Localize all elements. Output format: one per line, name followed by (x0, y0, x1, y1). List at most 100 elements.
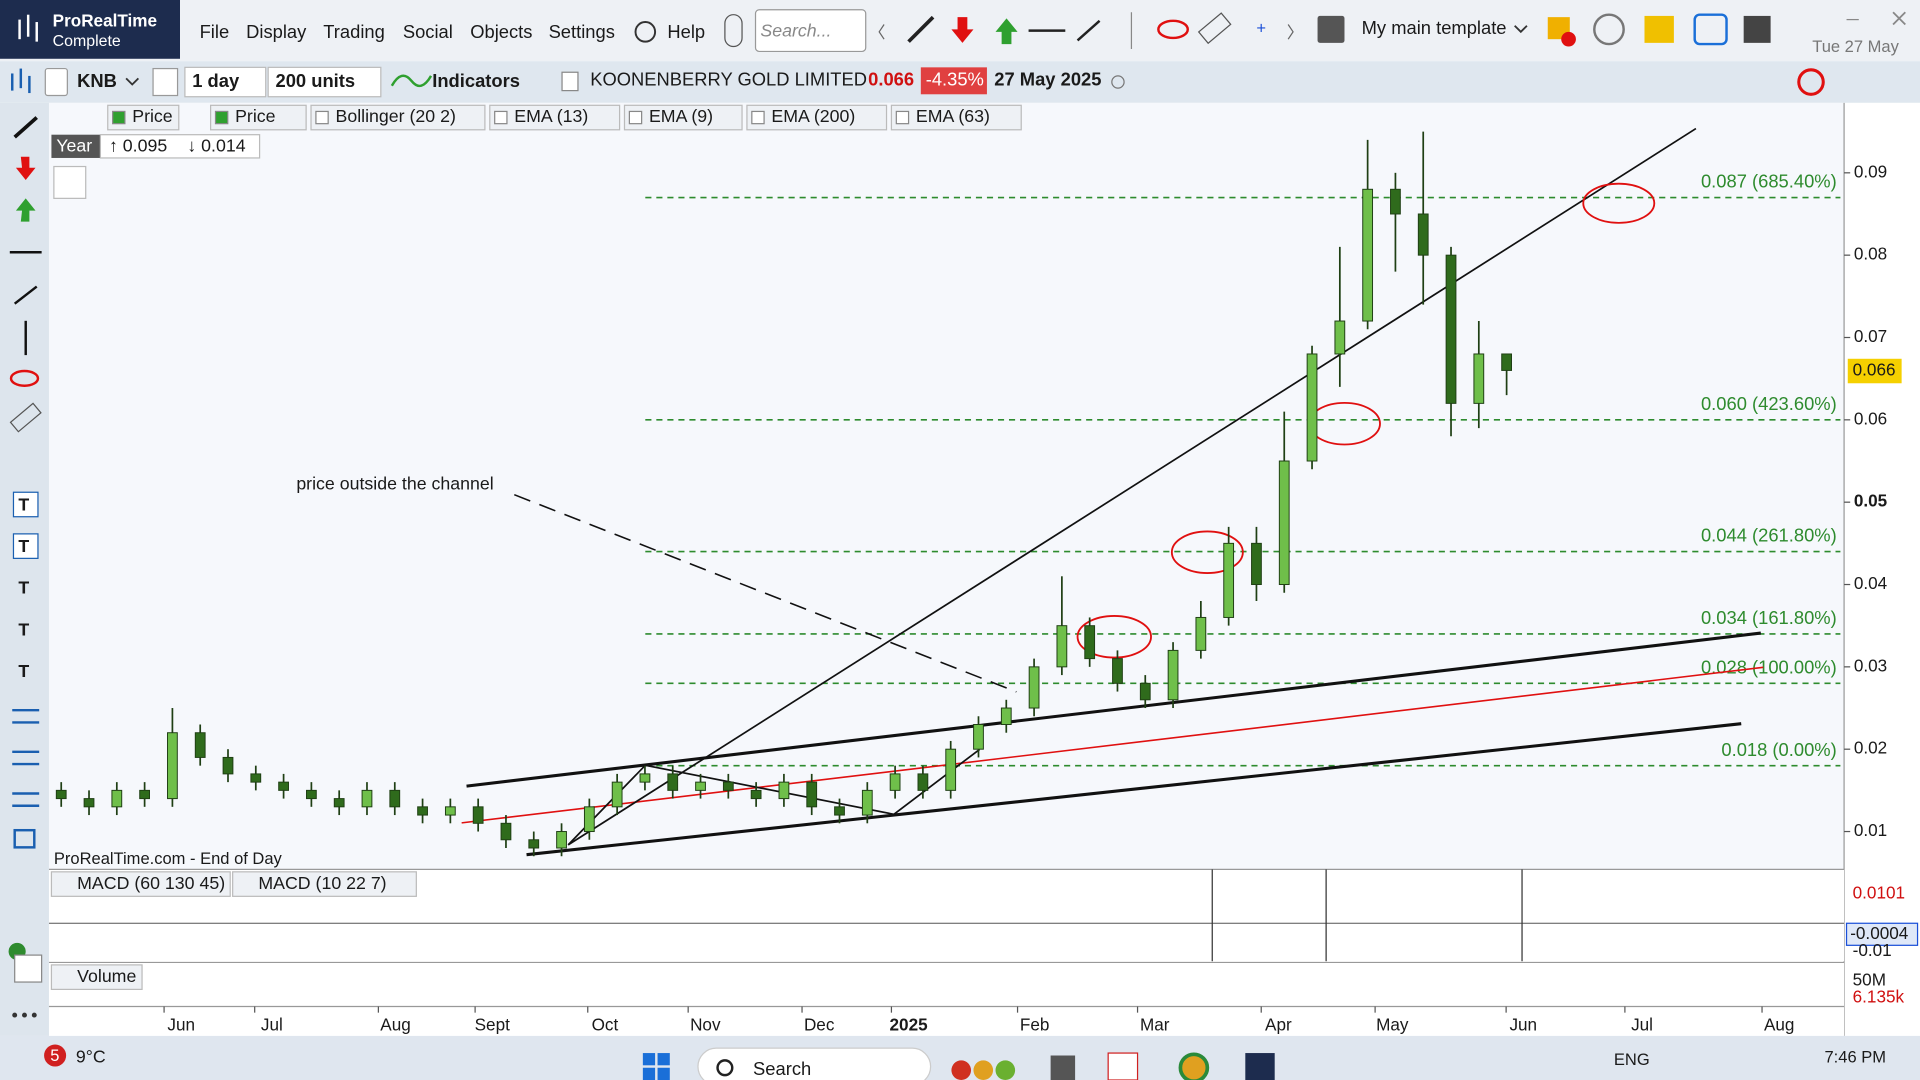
indicator-tag[interactable] (623, 104, 743, 131)
candle-body (333, 798, 345, 808)
icon-part (1107, 1052, 1139, 1080)
close[interactable] (1892, 11, 1906, 26)
indicator-tag[interactable] (50, 964, 143, 990)
candle-body (917, 773, 929, 791)
x-tick-label: May (1376, 1015, 1409, 1035)
candle-body (222, 756, 234, 775)
channel-upper (466, 631, 1761, 788)
link-icon[interactable] (724, 14, 743, 48)
logo-box[interactable] (0, 0, 180, 59)
candle-body (1167, 649, 1179, 701)
menu-item[interactable]: Settings (549, 21, 615, 42)
indicators-icon[interactable] (390, 74, 433, 88)
clock[interactable]: 7:46 PM (1824, 1047, 1886, 1066)
search-icon (716, 1059, 734, 1077)
text-tool[interactable]: T (18, 494, 29, 514)
candle-body (1000, 707, 1012, 725)
fib-tools[interactable] (12, 708, 40, 849)
search-box[interactable] (754, 9, 867, 53)
fib-label: 0.034 (161.80%) (1701, 607, 1837, 628)
bottom-tools[interactable] (8, 942, 43, 1018)
icon-part (657, 1053, 670, 1066)
buy-arrow[interactable] (995, 18, 1018, 45)
dropdown[interactable] (125, 77, 140, 86)
candle-body (500, 822, 512, 841)
calc-icon[interactable] (1743, 15, 1771, 43)
sync-icon[interactable] (1693, 13, 1728, 46)
icon-part (12, 792, 40, 807)
y-tick-label: 0.05 (1854, 491, 1888, 511)
menu-item[interactable]: Objects (470, 21, 532, 42)
help-icon[interactable] (634, 21, 657, 43)
data-source: ProRealTime.com - End of Day (54, 849, 283, 868)
refresh-icon[interactable] (1797, 68, 1825, 96)
icon-part (13, 285, 38, 305)
icon-part (1050, 1055, 1076, 1080)
menu-item[interactable]: Help (667, 21, 705, 42)
language[interactable]: ENG (1614, 1050, 1650, 1069)
indicator-tag[interactable] (489, 104, 621, 131)
orders-icon[interactable] (1644, 15, 1674, 43)
info-icon[interactable] (561, 71, 579, 92)
menu-item[interactable]: Social (403, 21, 453, 42)
scroll-right[interactable] (1287, 24, 1294, 40)
fib-tool[interactable]: + (1256, 19, 1266, 38)
taskbar-search[interactable] (697, 1047, 932, 1080)
temperature[interactable]: 9°C (76, 1047, 106, 1067)
scroll-left[interactable] (878, 24, 885, 40)
x-tick-label: Jun (167, 1015, 195, 1035)
icon-part (642, 1067, 656, 1080)
tag-color (751, 110, 765, 125)
text-tool[interactable]: T (18, 661, 29, 681)
candle-body (1112, 658, 1123, 684)
chart-type-icon[interactable] (11, 68, 31, 94)
candle-body (167, 732, 178, 800)
menu-item[interactable]: Display (246, 21, 307, 42)
indicators-button[interactable]: Indicators (432, 70, 520, 91)
period-select[interactable] (184, 66, 267, 98)
fib-label: 0.044 (261.80%) (1701, 525, 1837, 546)
last-price-tag (1847, 358, 1902, 384)
text-tool[interactable]: T (18, 578, 29, 598)
price-panel (48, 102, 1845, 870)
indicator-tag[interactable] (232, 871, 417, 897)
watch-toggle[interactable] (152, 67, 179, 97)
text-tool[interactable]: T (18, 619, 29, 639)
link-toggle[interactable] (44, 67, 68, 97)
price-axis (1844, 102, 1920, 1036)
x-tick-label: Mar (1140, 1015, 1170, 1035)
candle-body (472, 806, 484, 824)
indicator-tag[interactable] (50, 871, 231, 897)
text-tool[interactable]: T (18, 536, 29, 556)
pen-tool[interactable] (907, 15, 935, 43)
indicator-tag[interactable] (890, 104, 1022, 131)
tag-color (494, 110, 508, 125)
ellipse-tool[interactable] (1157, 19, 1189, 40)
drawing-tools[interactable] (9, 116, 42, 559)
ticker[interactable]: KNB (77, 70, 117, 91)
start-button[interactable] (642, 1053, 670, 1080)
menu-item[interactable]: Trading (323, 21, 385, 42)
taskbar-apps[interactable] (951, 1052, 1275, 1080)
template-dropdown[interactable] (1514, 25, 1528, 34)
year-range-bg (99, 134, 261, 159)
template-name[interactable]: My main template (1362, 17, 1507, 38)
units-select[interactable] (267, 66, 382, 98)
sell-arrow[interactable] (951, 17, 974, 43)
trend-tool[interactable] (1076, 19, 1101, 42)
x-tick-label: Oct (592, 1015, 619, 1035)
x-axis: Jun Jul Aug Sept Oct Nov Dec 2025 Feb Mar Apr May Ju… (163, 1006, 1794, 1035)
channel-mid (461, 666, 1764, 824)
y-tick-label: 0.06 (1854, 408, 1887, 428)
market-icon[interactable] (53, 165, 87, 199)
indicator-tag[interactable] (310, 104, 486, 131)
menu-item[interactable]: File (200, 21, 230, 42)
sound-icon[interactable] (1593, 13, 1625, 46)
candle-body (1028, 666, 1040, 709)
candle-body (111, 789, 123, 808)
trend-line (567, 127, 1697, 846)
ruler-tool[interactable] (1197, 12, 1232, 45)
save-icon[interactable] (1317, 15, 1345, 43)
indicator-tag[interactable] (746, 104, 888, 131)
